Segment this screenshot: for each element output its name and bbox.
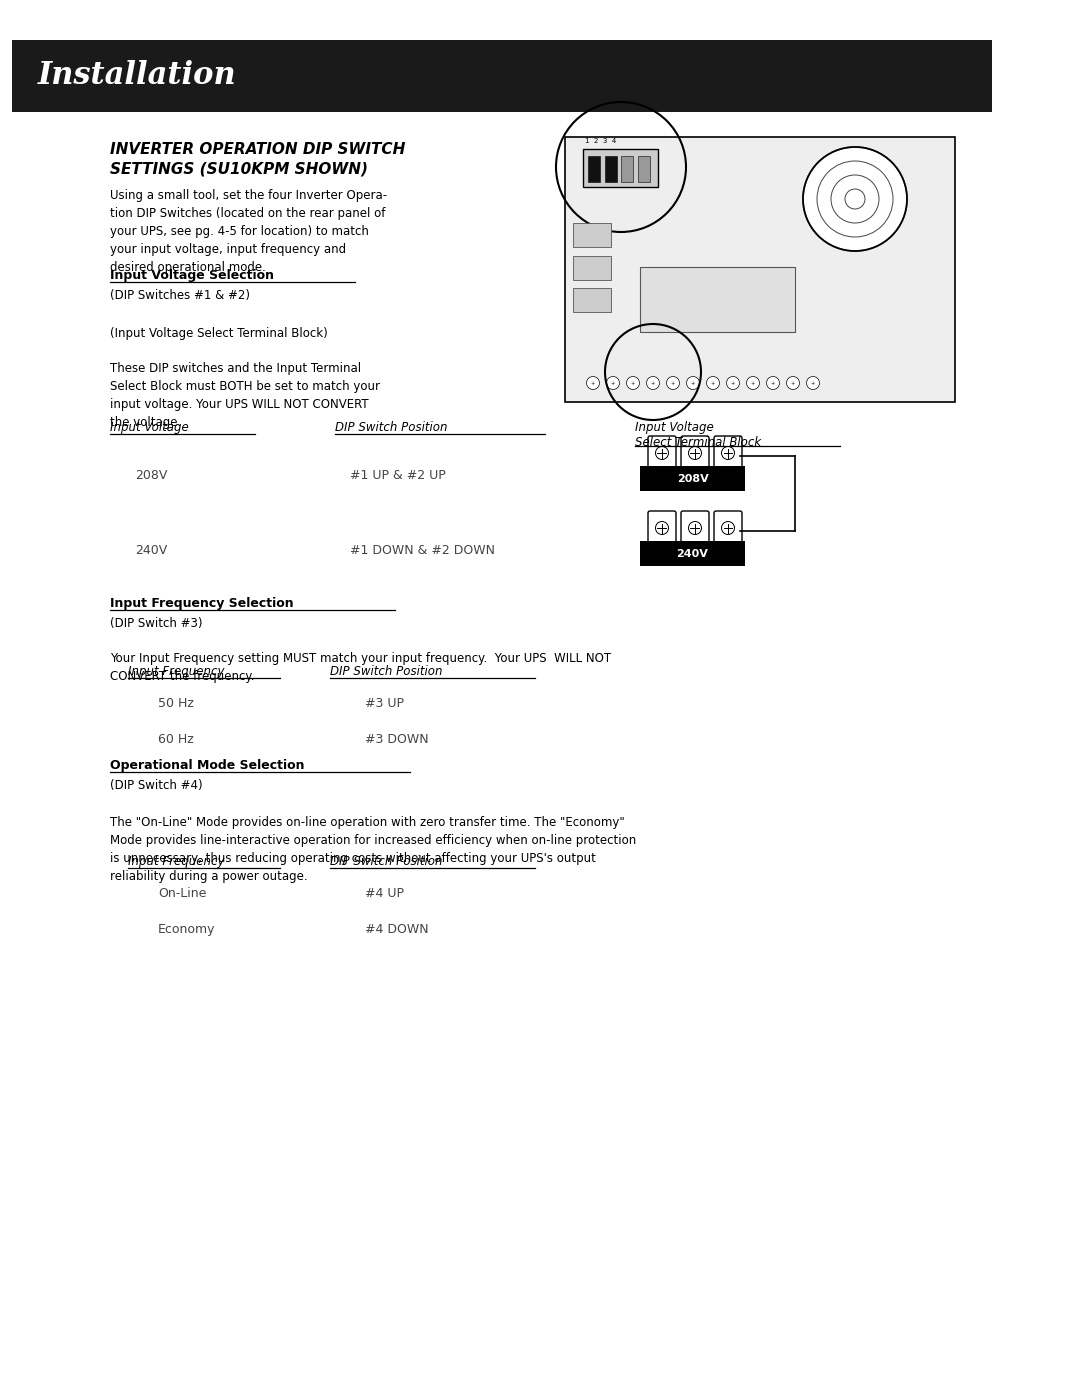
Circle shape [721,447,734,460]
Text: Economy: Economy [158,923,216,936]
Text: 208V: 208V [135,469,167,482]
Circle shape [689,447,702,460]
Text: #4 UP: #4 UP [365,887,404,900]
Text: 240V: 240V [676,549,708,559]
Text: 60 Hz: 60 Hz [158,733,193,746]
Text: 208V: 208V [677,474,708,483]
Text: +: + [731,380,735,386]
Circle shape [626,377,639,390]
FancyBboxPatch shape [605,156,617,182]
Text: Input Frequency Selection: Input Frequency Selection [110,597,294,610]
Circle shape [656,447,669,460]
Text: (DIP Switch #4): (DIP Switch #4) [110,780,203,792]
Text: +: + [671,380,675,386]
FancyBboxPatch shape [681,511,708,545]
Circle shape [786,377,799,390]
Text: #1 DOWN & #2 DOWN: #1 DOWN & #2 DOWN [350,543,495,557]
FancyBboxPatch shape [681,436,708,469]
Circle shape [706,377,719,390]
Text: Input Frequency: Input Frequency [129,665,225,678]
Circle shape [767,377,780,390]
FancyBboxPatch shape [640,541,745,566]
Text: INVERTER OPERATION DIP SWITCH
SETTINGS (SU10KPM SHOWN): INVERTER OPERATION DIP SWITCH SETTINGS (… [110,142,405,177]
Text: Input Frequency: Input Frequency [129,855,225,868]
Circle shape [656,521,669,535]
Text: +: + [791,380,795,386]
Text: +: + [591,380,595,386]
FancyBboxPatch shape [640,467,745,490]
Text: +: + [651,380,656,386]
Text: +: + [691,380,696,386]
FancyBboxPatch shape [714,436,742,469]
Text: 1  2  3  4: 1 2 3 4 [585,138,617,144]
Text: Operational Mode Selection: Operational Mode Selection [110,759,305,773]
FancyBboxPatch shape [12,41,993,112]
Text: These DIP switches and the Input Terminal
Select Block must BOTH be set to match: These DIP switches and the Input Termina… [110,362,380,429]
Circle shape [607,377,620,390]
Text: On-Line: On-Line [158,887,206,900]
FancyBboxPatch shape [565,137,955,402]
Text: DIP Switch Position: DIP Switch Position [330,855,443,868]
Text: (DIP Switches #1 & #2): (DIP Switches #1 & #2) [110,289,249,302]
FancyBboxPatch shape [648,436,676,469]
Circle shape [807,377,820,390]
FancyBboxPatch shape [640,267,795,332]
FancyBboxPatch shape [714,511,742,545]
Circle shape [666,377,679,390]
Circle shape [721,521,734,535]
Text: Input Voltage: Input Voltage [110,420,189,434]
Text: Input Voltage Selection: Input Voltage Selection [110,270,274,282]
Circle shape [804,147,907,251]
Text: Installation: Installation [38,60,237,91]
Circle shape [647,377,660,390]
Circle shape [746,377,759,390]
FancyBboxPatch shape [573,256,611,279]
Text: #3 UP: #3 UP [365,697,404,710]
Text: +: + [611,380,616,386]
Text: +: + [771,380,775,386]
Text: #4 DOWN: #4 DOWN [365,923,429,936]
Text: The "On-Line" Mode provides on-line operation with zero transfer time. The "Econ: The "On-Line" Mode provides on-line oper… [110,816,636,883]
Text: (DIP Switch #3): (DIP Switch #3) [110,617,203,630]
Text: +: + [751,380,755,386]
Text: Using a small tool, set the four Inverter Opera-
tion DIP Switches (located on t: Using a small tool, set the four Inverte… [110,189,387,274]
Circle shape [687,377,700,390]
Text: 50 Hz: 50 Hz [158,697,194,710]
Text: 240V: 240V [135,543,167,557]
Text: DIP Switch Position: DIP Switch Position [330,665,443,678]
Text: (Input Voltage Select Terminal Block): (Input Voltage Select Terminal Block) [110,327,327,339]
Text: DIP Switch Position: DIP Switch Position [335,420,447,434]
FancyBboxPatch shape [583,149,658,187]
FancyBboxPatch shape [648,511,676,545]
Circle shape [586,377,599,390]
FancyBboxPatch shape [621,156,633,182]
Text: +: + [631,380,635,386]
FancyBboxPatch shape [588,156,600,182]
Text: +: + [711,380,715,386]
Circle shape [727,377,740,390]
Text: #1 UP & #2 UP: #1 UP & #2 UP [350,469,446,482]
FancyBboxPatch shape [573,288,611,312]
Text: +: + [811,380,815,386]
Text: #3 DOWN: #3 DOWN [365,733,429,746]
FancyBboxPatch shape [573,224,611,247]
Text: Your Input Frequency setting MUST match your input frequency.  Your UPS  WILL NO: Your Input Frequency setting MUST match … [110,652,611,683]
FancyBboxPatch shape [637,156,649,182]
Text: Input Voltage
Select Terminal Block: Input Voltage Select Terminal Block [635,420,761,448]
Circle shape [689,521,702,535]
